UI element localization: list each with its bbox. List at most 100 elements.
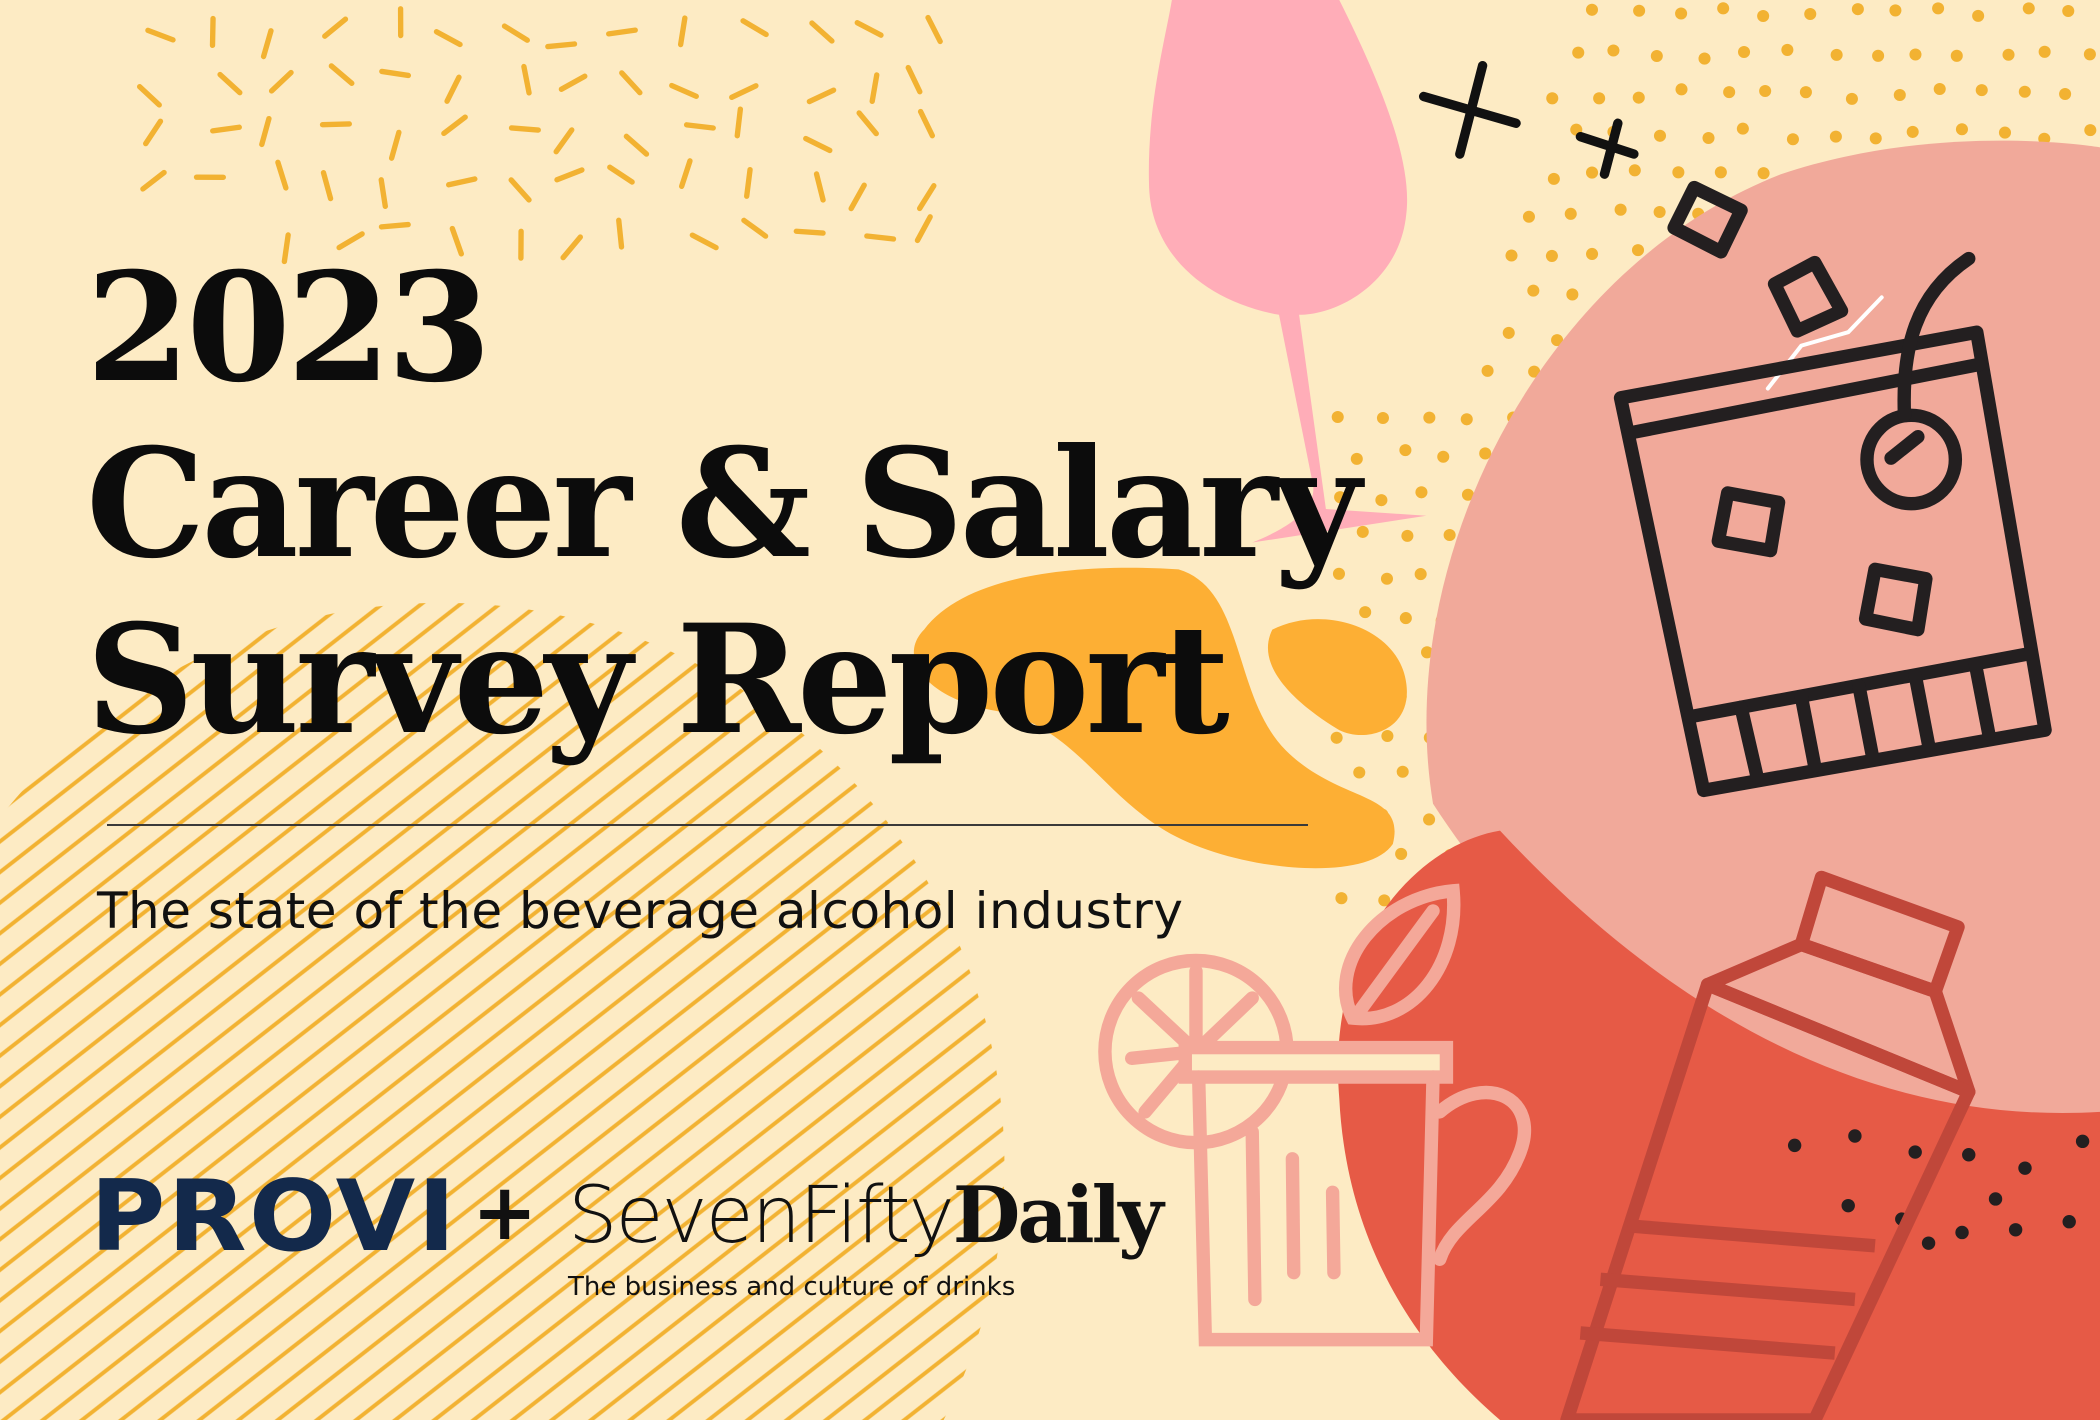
dot-mark <box>1614 203 1627 216</box>
dot-mark <box>1443 528 1456 542</box>
dot-mark <box>1376 411 1389 425</box>
dash-mark <box>319 121 352 128</box>
dot-mark <box>1698 52 1711 65</box>
dash-mark <box>378 177 388 209</box>
dash-mark <box>689 232 719 251</box>
dark-dot-mark <box>1962 1148 1976 1162</box>
dash-mark <box>322 16 349 39</box>
shaker-icon <box>1560 870 1976 1420</box>
dash-mark <box>813 171 826 203</box>
dash-mark <box>809 20 835 44</box>
dot-mark <box>1893 88 1906 102</box>
dash-mark <box>560 234 583 261</box>
dot-mark <box>1437 450 1450 463</box>
dot-mark <box>1851 3 1864 16</box>
dark-dot-mark <box>1787 1138 1802 1153</box>
sparkle-icon <box>1418 60 1639 179</box>
dot-mark <box>1353 766 1366 779</box>
dash-mark <box>143 118 164 147</box>
dot-mark <box>1522 210 1535 223</box>
dot-mark <box>1593 92 1606 105</box>
dot-mark <box>1415 486 1428 499</box>
dot-mark <box>1869 132 1882 145</box>
dash-mark <box>607 164 635 185</box>
dot-mark <box>2083 48 2096 61</box>
dark-dot-mark <box>2062 1215 2076 1229</box>
dot-mark <box>1650 49 1663 63</box>
dot-mark <box>1950 49 1963 62</box>
dash-mark <box>669 82 699 99</box>
dot-mark <box>1653 205 1666 219</box>
dot-mark <box>1672 166 1685 179</box>
dot-mark <box>1396 765 1409 778</box>
dark-dot-mark <box>1848 1129 1862 1143</box>
dash-mark <box>259 115 272 148</box>
dash-mark <box>606 27 638 37</box>
orange-dash-pattern <box>136 6 943 265</box>
title-year: 2023 <box>86 240 491 416</box>
dot-mark <box>1998 126 2011 139</box>
dash-mark <box>734 106 744 139</box>
dot-mark <box>1830 48 1843 61</box>
dot-mark <box>1975 84 1988 97</box>
dash-mark <box>508 125 541 133</box>
dash-mark <box>217 71 243 96</box>
dot-mark <box>1586 247 1599 260</box>
dot-mark <box>1481 364 1494 377</box>
dot-mark <box>1872 49 1885 62</box>
dash-mark <box>558 73 588 92</box>
dash-mark <box>741 217 769 239</box>
dot-mark <box>1527 284 1540 297</box>
dark-dot-mark <box>1841 1198 1855 1213</box>
salmon-blob <box>1426 140 2100 1147</box>
dark-dot-mark <box>1955 1225 1969 1240</box>
dot-mark <box>1972 9 1985 22</box>
dot-mark <box>1350 452 1363 465</box>
dash-mark <box>623 133 650 157</box>
dot-mark <box>1829 130 1842 143</box>
dot-mark <box>1423 411 1436 424</box>
sevenfifty-daily-logo: SevenFiftyDaily <box>568 1170 1164 1261</box>
dot-mark <box>1528 365 1541 378</box>
dot-mark <box>1845 92 1858 105</box>
dash-mark <box>905 64 923 95</box>
dash-mark <box>446 176 478 188</box>
lemonade-glass-icon <box>1098 883 1532 1347</box>
plus-sign: + <box>472 1168 538 1258</box>
dot-mark <box>1586 166 1599 179</box>
dot-mark <box>1757 9 1770 23</box>
dash-mark <box>444 74 462 104</box>
dash-mark <box>336 231 365 251</box>
cocktail-glass-icon <box>1613 180 2052 798</box>
dash-mark <box>441 114 468 137</box>
dot-mark <box>1738 45 1751 59</box>
dash-mark <box>854 20 884 38</box>
dash-mark <box>545 41 578 50</box>
dash-mark <box>379 68 412 79</box>
dark-dot-mark <box>2008 1223 2023 1237</box>
daily-text: Daily <box>952 1170 1164 1261</box>
dash-mark <box>554 167 585 183</box>
title-line-2: Survey Report <box>86 592 1230 768</box>
dot-mark <box>1331 410 1344 424</box>
dot-mark <box>1631 244 1645 257</box>
dot-mark <box>1421 646 1434 659</box>
dot-mark <box>1399 612 1412 625</box>
dash-mark <box>281 232 291 265</box>
dash-mark <box>328 63 355 86</box>
dot-mark <box>1564 207 1577 220</box>
dot-mark <box>1414 568 1427 581</box>
dash-mark <box>145 27 176 43</box>
dot-mark <box>2018 85 2031 98</box>
dash-mark <box>869 72 880 105</box>
dot-mark <box>1502 326 1515 339</box>
dot-mark <box>1460 413 1473 426</box>
orange-blob-small <box>1267 619 1407 736</box>
dash-mark <box>320 170 334 202</box>
dash-mark <box>793 228 826 236</box>
dot-mark <box>1804 7 1817 20</box>
dot-mark <box>1546 92 1559 105</box>
dash-mark <box>729 83 759 100</box>
dash-mark <box>388 129 402 161</box>
